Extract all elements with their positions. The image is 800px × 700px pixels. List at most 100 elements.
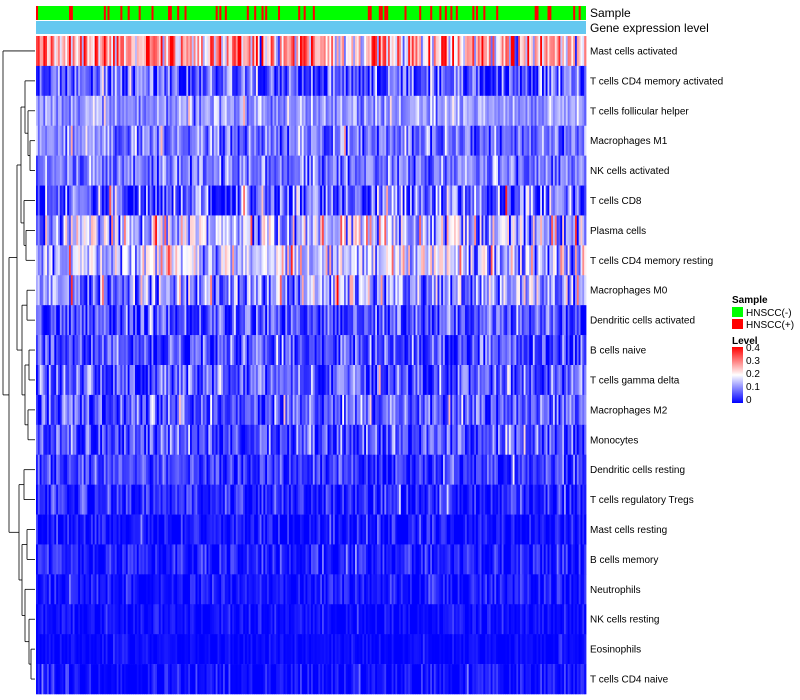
heat-cell xyxy=(188,245,191,276)
heat-cell xyxy=(538,365,541,396)
heat-cell xyxy=(371,185,374,216)
heat-cell xyxy=(37,245,41,276)
heat-cell xyxy=(452,65,455,97)
heat-cell xyxy=(331,484,334,515)
heat-cell xyxy=(347,125,350,156)
heat-cell xyxy=(296,484,299,515)
heat-cell xyxy=(81,365,85,396)
heat-cell xyxy=(510,215,514,246)
heat-cell xyxy=(494,185,497,216)
heat-cell xyxy=(135,215,138,246)
heat-cell xyxy=(177,484,180,515)
heat-cell xyxy=(518,155,521,186)
heat-cell xyxy=(496,36,499,67)
heat-cell xyxy=(125,394,129,426)
heat-cell xyxy=(562,215,565,246)
heat-cell xyxy=(96,155,99,186)
heat-cell xyxy=(142,125,145,156)
heat-cell xyxy=(164,185,167,216)
heat-cell xyxy=(578,454,581,485)
heat-cell xyxy=(268,275,272,306)
heat-cell xyxy=(413,424,416,456)
heat-cell xyxy=(296,305,299,336)
heat-cell xyxy=(492,275,495,306)
heat-cell xyxy=(545,95,548,127)
heat-cell xyxy=(351,335,354,366)
heat-cell xyxy=(525,215,528,246)
heat-cell xyxy=(358,65,361,97)
heat-cell xyxy=(125,95,129,127)
heat-cell xyxy=(146,185,149,216)
heat-cell xyxy=(157,125,160,156)
heat-cell xyxy=(298,65,301,97)
heat-cell xyxy=(234,335,237,366)
heat-cell xyxy=(373,454,376,485)
heat-cell xyxy=(351,36,354,67)
heat-cell xyxy=(472,36,475,67)
heat-cell xyxy=(303,514,306,545)
heat-cell xyxy=(446,65,449,97)
heat-cell xyxy=(65,185,68,216)
heat-cell xyxy=(250,365,253,396)
heat-cell xyxy=(521,365,525,396)
heat-cell xyxy=(512,394,515,426)
heat-cell xyxy=(318,185,321,216)
heat-cell xyxy=(265,305,268,336)
heat-cell xyxy=(441,365,444,396)
heat-cell xyxy=(490,245,493,276)
heat-cell xyxy=(378,484,382,515)
heat-cell xyxy=(325,514,328,545)
heat-cell xyxy=(527,365,530,396)
heat-cell xyxy=(531,125,534,156)
heat-cell xyxy=(186,155,189,186)
heat-cell xyxy=(569,215,572,246)
heat-cell xyxy=(140,484,143,515)
heat-cell xyxy=(529,365,532,396)
heat-cell xyxy=(318,365,321,396)
heat-cell xyxy=(358,125,361,156)
heat-cell xyxy=(340,36,343,67)
heat-cell xyxy=(520,125,523,156)
heat-cell xyxy=(576,484,580,515)
heat-cell xyxy=(47,424,50,456)
heat-cell xyxy=(173,185,176,216)
heat-cell xyxy=(180,36,184,67)
heat-cell xyxy=(333,394,336,426)
heat-cell xyxy=(536,125,539,156)
heat-cell xyxy=(91,275,94,306)
heat-cell xyxy=(195,125,198,156)
heat-cell xyxy=(494,424,497,456)
heat-cell xyxy=(256,155,259,186)
heat-cell xyxy=(232,185,235,216)
heat-cell xyxy=(476,335,479,366)
heat-cell xyxy=(274,125,277,156)
heat-cell xyxy=(503,394,506,426)
heat-cell xyxy=(430,275,433,306)
heat-cell xyxy=(551,185,554,216)
heat-cell xyxy=(433,125,437,156)
heat-cell xyxy=(39,245,42,276)
heat-cell xyxy=(492,424,495,456)
heat-cell xyxy=(477,95,481,127)
heat-cell xyxy=(518,36,521,67)
heat-cell xyxy=(529,125,532,156)
heat-cell xyxy=(133,394,136,426)
heat-cell xyxy=(496,424,499,456)
heat-cell xyxy=(65,514,68,545)
heat-cell xyxy=(444,215,448,246)
heat-cell xyxy=(547,424,550,456)
heat-cell xyxy=(565,65,569,97)
heat-cell xyxy=(124,65,127,97)
heat-cell xyxy=(433,185,437,216)
heat-cell xyxy=(499,36,503,67)
heat-cell xyxy=(362,484,365,515)
heat-cell xyxy=(197,215,200,246)
heat-cell xyxy=(122,215,125,246)
heat-cell xyxy=(340,95,343,127)
heat-cell xyxy=(435,215,438,246)
heat-cell xyxy=(408,394,411,426)
heat-cell xyxy=(470,215,473,246)
heat-cell xyxy=(366,245,369,276)
heat-cell xyxy=(576,365,580,396)
heat-cell xyxy=(554,185,558,216)
